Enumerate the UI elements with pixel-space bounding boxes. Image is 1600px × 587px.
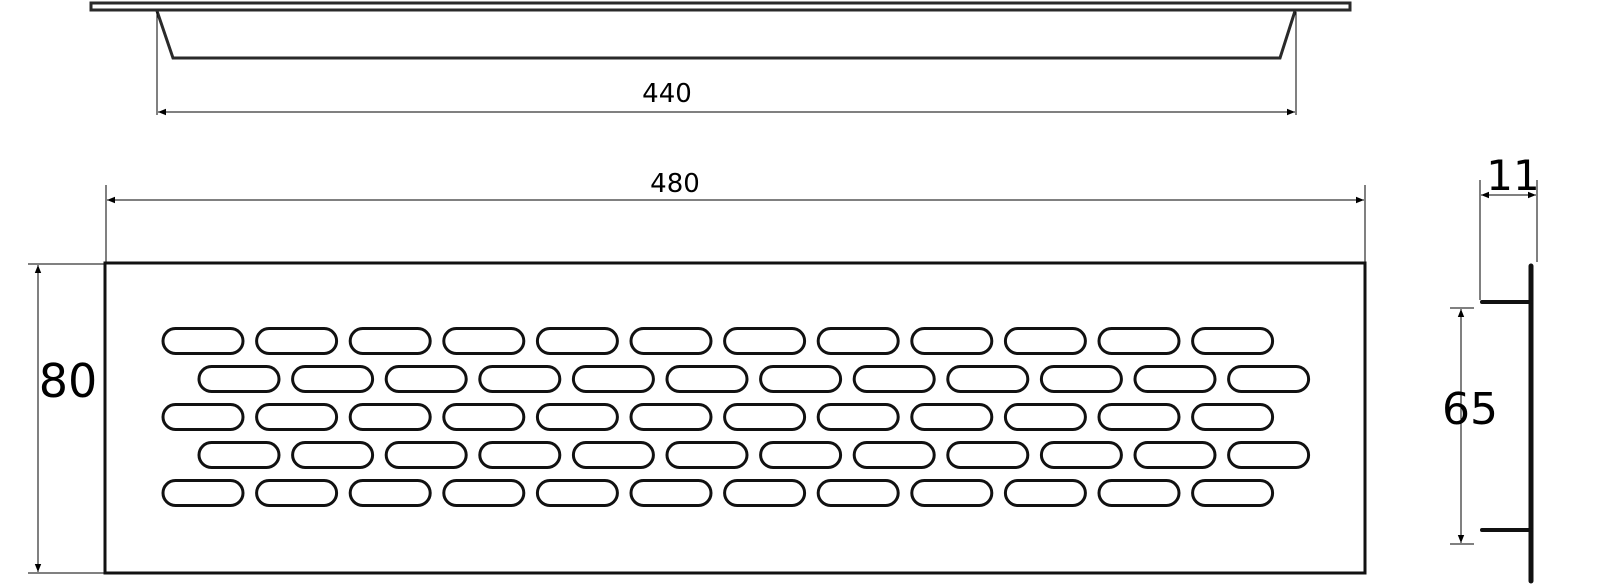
vent-slot [535,403,619,431]
vent-slot [348,327,432,355]
vent-slot [723,403,807,431]
vent-slot [1227,365,1311,393]
vent-slot [816,479,900,507]
vent-slot [255,403,339,431]
vent-slot [816,403,900,431]
top-flange [89,1,1352,12]
vent-slot [723,327,807,355]
vent-slot [910,403,994,431]
dimension-label-480: 480 [650,169,700,199]
vent-slot [384,441,468,469]
vent-slot [255,479,339,507]
vent-slot [384,365,468,393]
vent-slot [478,441,562,469]
vent-slot [852,441,936,469]
vent-slot [629,403,713,431]
vent-slot [348,403,432,431]
vent-slot [291,365,375,393]
top-view: 440 [89,1,1352,116]
vent-slot [535,479,619,507]
vent-slot [629,327,713,355]
dimension-label-80: 80 [39,354,98,408]
side-view: 65 11 [1442,151,1540,584]
vent-slot [946,441,1030,469]
vent-slot [629,479,713,507]
vent-slot [1039,365,1123,393]
vent-slot [852,365,936,393]
vent-slot [571,441,655,469]
vent-slot [946,365,1030,393]
vent-slot [161,403,245,431]
vent-slot [571,365,655,393]
vent-slot [161,327,245,355]
top-body [155,10,1297,60]
vent-slot [1133,441,1217,469]
vent-slot [1227,441,1311,469]
vent-slot [759,441,843,469]
vent-slot [442,403,526,431]
vent-slot [665,365,749,393]
vent-slot [1003,479,1087,507]
vent-slot [1097,479,1181,507]
vent-slot [1097,327,1181,355]
front-view: 480 80 [28,169,1367,575]
grille-plate [103,261,1367,575]
vent-slot [910,479,994,507]
dimension-label-11: 11 [1486,151,1539,200]
vent-slot [1133,365,1217,393]
vent-slot [1191,403,1275,431]
vent-slot [723,479,807,507]
vent-slot [1191,327,1275,355]
vent-slot [348,479,432,507]
vent-slot [197,365,281,393]
dimension-label-440: 440 [642,79,692,109]
slot-grid [161,327,1311,507]
vent-slot [291,441,375,469]
vent-slot [1003,327,1087,355]
vent-slot [255,327,339,355]
vent-slot [665,441,749,469]
vent-slot [1191,479,1275,507]
vent-slot [1097,403,1181,431]
vent-slot [910,327,994,355]
vent-slot [442,327,526,355]
vent-slot [1039,441,1123,469]
vent-slot [161,479,245,507]
vent-slot [197,441,281,469]
vent-slot [759,365,843,393]
vent-slot [535,327,619,355]
vent-slot [1003,403,1087,431]
dimension-label-65: 65 [1442,384,1498,435]
vent-slot [816,327,900,355]
vent-slot [478,365,562,393]
vent-slot [442,479,526,507]
